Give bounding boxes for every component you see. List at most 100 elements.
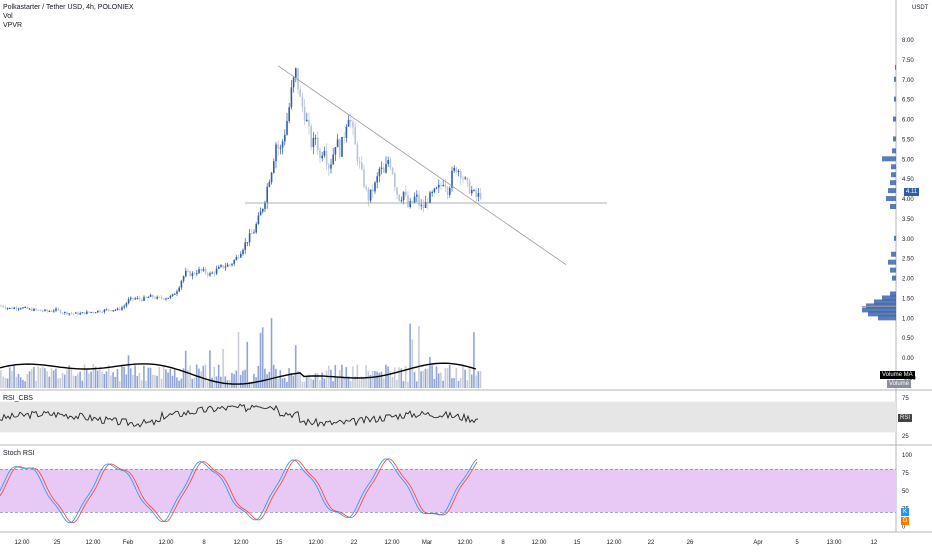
- candle-body-33: [72, 313, 75, 315]
- volume-bar-143: [314, 373, 317, 388]
- candle-body-106: [233, 260, 235, 264]
- volume-bar-124: [272, 364, 275, 388]
- volume-bar-118: [259, 332, 262, 388]
- volume-bar-62: [136, 375, 139, 388]
- candle-body-160: [352, 121, 354, 128]
- volume-bar-169: [371, 370, 374, 388]
- volume-bar-63: [138, 372, 141, 388]
- volume-bar-57: [125, 374, 128, 388]
- candle-body-55: [121, 307, 123, 310]
- volume-bar-56: [123, 366, 125, 388]
- volume-bar-202: [444, 367, 447, 388]
- volume-bar-45: [99, 366, 101, 388]
- volume-bar-2: [4, 377, 7, 388]
- candle-body-101: [222, 265, 224, 268]
- volume-bar-190: [418, 325, 420, 388]
- time-tick-label: 12:00: [85, 540, 101, 546]
- volume-bar-54: [118, 381, 121, 388]
- volume-bar-110: [242, 370, 244, 388]
- candle-body-163: [358, 161, 361, 163]
- volume-bar-46: [101, 371, 103, 388]
- volume-bar-1: [2, 376, 4, 388]
- volume-bar-122: [268, 371, 271, 388]
- candle-body-186: [409, 201, 411, 208]
- volume-bar-94: [206, 381, 209, 388]
- candle-body-139: [306, 119, 308, 122]
- time-tick-label: 12:00: [606, 540, 622, 546]
- candle-body-150: [330, 164, 332, 169]
- candle-body-181: [398, 194, 400, 201]
- time-tick-label: 12:00: [384, 540, 400, 546]
- volume-badge: Volume: [887, 380, 912, 388]
- volume-bar-210: [462, 364, 464, 388]
- vpvr-bar-4: [874, 299, 896, 305]
- candle-body-36: [79, 313, 81, 315]
- candle-body-178: [391, 168, 394, 174]
- candle-body-140: [308, 119, 310, 127]
- volume-bar-66: [145, 380, 147, 388]
- candle-body-40: [88, 311, 90, 313]
- volume-bar-25: [55, 368, 57, 388]
- volume-bar-163: [358, 379, 361, 388]
- stoch-tick-label: 50: [902, 489, 909, 495]
- vpvr-legend[interactable]: VPVR: [3, 22, 23, 29]
- time-tick-label: 12:00: [457, 540, 473, 546]
- candle-body-67: [147, 296, 150, 298]
- candle-body-201: [442, 185, 444, 187]
- price-tick-label: 2.50: [902, 257, 914, 263]
- volume-bar-173: [380, 371, 383, 388]
- candle-body-123: [270, 172, 273, 183]
- candle-body-167: [367, 188, 370, 201]
- volume-bar-188: [413, 371, 416, 388]
- volume-bar-86: [189, 365, 191, 388]
- candle-body-162: [356, 144, 359, 162]
- volume-bar-13: [28, 371, 31, 388]
- vol-legend[interactable]: Vol: [3, 13, 13, 20]
- volume-bar-49: [107, 365, 110, 388]
- candle-body-215: [473, 189, 475, 191]
- candle-body-15: [33, 308, 35, 311]
- vpvr-bar-20: [893, 136, 896, 142]
- vpvr-bar-18: [882, 156, 896, 162]
- vpvr-bar-5: [882, 295, 896, 301]
- volume-bar-32: [70, 369, 73, 388]
- volume-bar-18: [39, 367, 42, 388]
- candle-body-9: [20, 308, 22, 310]
- volume-bar-180: [396, 380, 398, 388]
- volume-bar-127: [279, 370, 282, 388]
- candle-body-143: [314, 137, 317, 139]
- volume-bar-131: [288, 368, 290, 388]
- candle-body-24: [53, 310, 55, 312]
- volume-bar-172: [378, 372, 381, 388]
- volume-bar-134: [294, 345, 297, 388]
- volume-bar-53: [116, 369, 119, 388]
- price-tick-label: 6.50: [902, 98, 914, 104]
- candle-body-105: [231, 263, 233, 265]
- candle-body-23: [50, 311, 53, 313]
- volume-bar-97: [213, 366, 216, 388]
- volume-bar-207: [455, 367, 458, 388]
- price-tick-label: 0.00: [902, 356, 914, 362]
- candle-body-169: [372, 189, 374, 192]
- candle-body-117: [257, 215, 260, 224]
- volume-bar-48: [105, 371, 108, 388]
- candle-body-194: [427, 201, 429, 204]
- candle-body-43: [94, 312, 97, 314]
- candle-body-136: [299, 89, 301, 97]
- volume-bar-87: [191, 378, 194, 388]
- candle-body-157: [345, 126, 348, 138]
- candle-body-116: [255, 223, 257, 233]
- candle-body-31: [68, 313, 70, 315]
- volume-bar-138: [303, 381, 306, 388]
- rsi-legend[interactable]: RSI_CBS: [3, 395, 33, 402]
- candle-body-184: [405, 191, 407, 195]
- volume-bar-99: [217, 364, 220, 388]
- stoch-legend[interactable]: Stoch RSI: [3, 450, 35, 457]
- price-badge: 4.11: [904, 188, 920, 196]
- vpvr-bar-7: [892, 275, 896, 281]
- volume-bar-55: [121, 364, 123, 388]
- candle-body-19: [42, 310, 44, 312]
- volume-bar-16: [35, 380, 37, 388]
